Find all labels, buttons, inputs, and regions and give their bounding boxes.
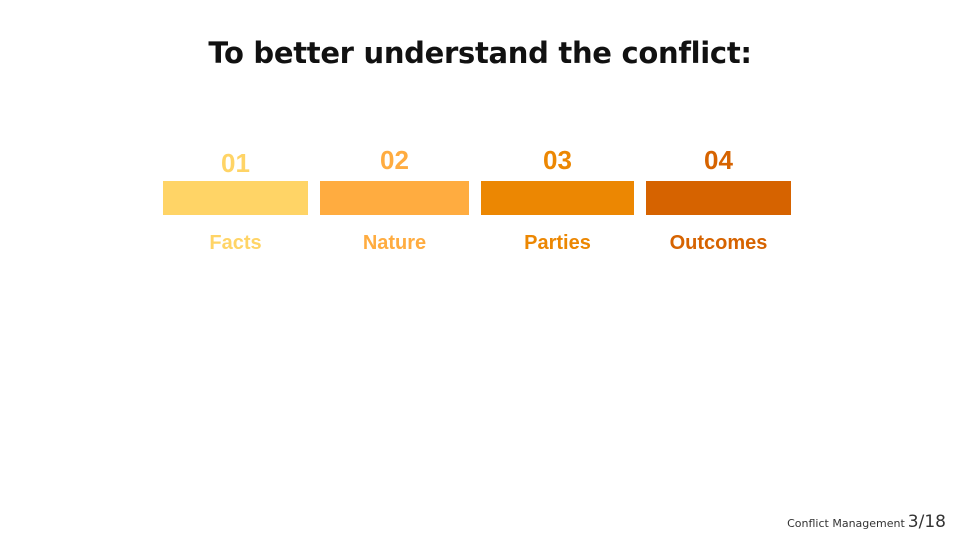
step-label: Parties xyxy=(524,232,591,254)
step-number: 04 xyxy=(704,145,733,175)
page-current: 3 xyxy=(907,512,919,532)
page-total: 18 xyxy=(924,512,946,532)
step-label: Facts xyxy=(209,232,262,254)
step-bar xyxy=(320,181,469,215)
step-number: 02 xyxy=(380,145,409,175)
step-number: 03 xyxy=(543,145,572,175)
slide-footer: Conflict Management 3/18 xyxy=(787,512,946,532)
page-number: 3/18 xyxy=(907,512,946,532)
step-number: 01 xyxy=(221,148,250,178)
step-bar xyxy=(163,181,308,215)
step-label: Nature xyxy=(362,232,427,254)
presentation-title: Conflict Management xyxy=(787,517,905,530)
step-bar xyxy=(646,181,791,215)
step-bar xyxy=(481,181,634,215)
step-label: Outcomes xyxy=(669,232,768,254)
slide-title: To better understand the conflict: xyxy=(208,36,752,70)
